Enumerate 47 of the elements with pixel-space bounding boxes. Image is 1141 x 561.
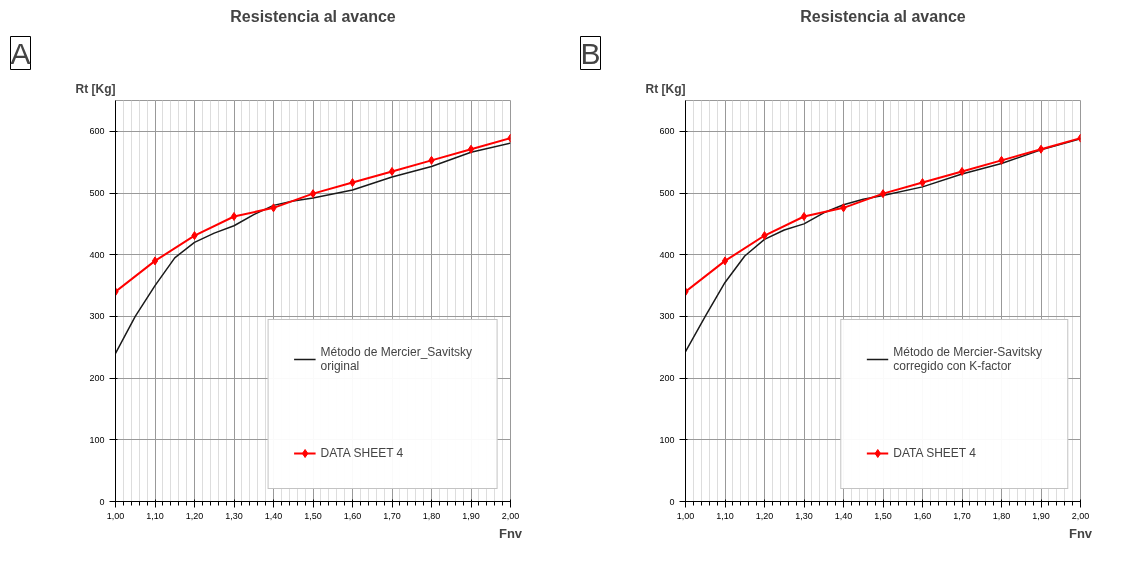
y-tick-label: 600 bbox=[89, 126, 105, 137]
legend-label: DATA SHEET 4 bbox=[320, 446, 404, 460]
y-axis-title: Rt [Kg] bbox=[645, 81, 686, 96]
x-tick-label: 1,50 bbox=[304, 510, 322, 521]
chart-title: Resistencia al avance bbox=[230, 7, 396, 25]
x-tick-label: 1,10 bbox=[716, 510, 734, 521]
y-tick-label: 600 bbox=[659, 126, 675, 137]
x-tick-label: 1,60 bbox=[913, 510, 932, 521]
text: B bbox=[580, 36, 601, 70]
x-tick-label: 1,50 bbox=[874, 510, 892, 521]
legend-label: DATA SHEET 4 bbox=[893, 446, 976, 460]
x-tick-label: 1,30 bbox=[225, 510, 243, 521]
x-tick-label: 1,80 bbox=[992, 510, 1011, 521]
x-tick-label: 1,70 bbox=[953, 510, 971, 521]
y-axis-title: Rt [Kg] bbox=[75, 81, 116, 96]
y-tick-label: 200 bbox=[89, 373, 105, 384]
x-tick-label: 1,00 bbox=[676, 510, 695, 521]
legend-label: Método de Mercier_Savitsky original bbox=[320, 345, 472, 373]
y-tick-label: 100 bbox=[89, 434, 105, 445]
x-tick-label: 1,00 bbox=[106, 510, 125, 521]
y-tick-label: 500 bbox=[89, 188, 105, 199]
y-tick-label: 100 bbox=[659, 434, 675, 445]
chart-title: Resistencia al avance bbox=[800, 7, 966, 25]
x-tick-label: 1,40 bbox=[834, 510, 853, 521]
x-tick-label: 2,00 bbox=[501, 510, 520, 521]
x-axis-title: Fnv bbox=[498, 525, 523, 541]
x-tick-label: 1,40 bbox=[264, 510, 283, 521]
legend-label: Método de Mercier-Savitsky corregido con K-factor bbox=[893, 345, 1042, 373]
y-tick-label: 500 bbox=[659, 188, 675, 199]
y-tick-label: 0 bbox=[99, 496, 105, 507]
x-tick-label: 1,20 bbox=[755, 510, 774, 521]
x-tick-label: 1,20 bbox=[185, 510, 204, 521]
x-tick-label: 1,60 bbox=[343, 510, 362, 521]
x-tick-label: 1,80 bbox=[422, 510, 441, 521]
y-tick-label: 300 bbox=[659, 311, 675, 322]
x-tick-label: 2,00 bbox=[1071, 510, 1090, 521]
x-axis-title: Fnv bbox=[1068, 525, 1093, 541]
y-tick-label: 200 bbox=[659, 373, 675, 384]
y-tick-label: 400 bbox=[659, 249, 675, 260]
x-tick-label: 1,30 bbox=[795, 510, 813, 521]
y-tick-label: 300 bbox=[89, 311, 105, 322]
y-tick-label: 0 bbox=[669, 496, 675, 507]
x-tick-label: 1,10 bbox=[146, 510, 164, 521]
x-tick-label: 1,90 bbox=[462, 510, 480, 521]
x-tick-label: 1,90 bbox=[1032, 510, 1050, 521]
x-tick-label: 1,70 bbox=[383, 510, 401, 521]
y-tick-label: 400 bbox=[89, 249, 105, 260]
